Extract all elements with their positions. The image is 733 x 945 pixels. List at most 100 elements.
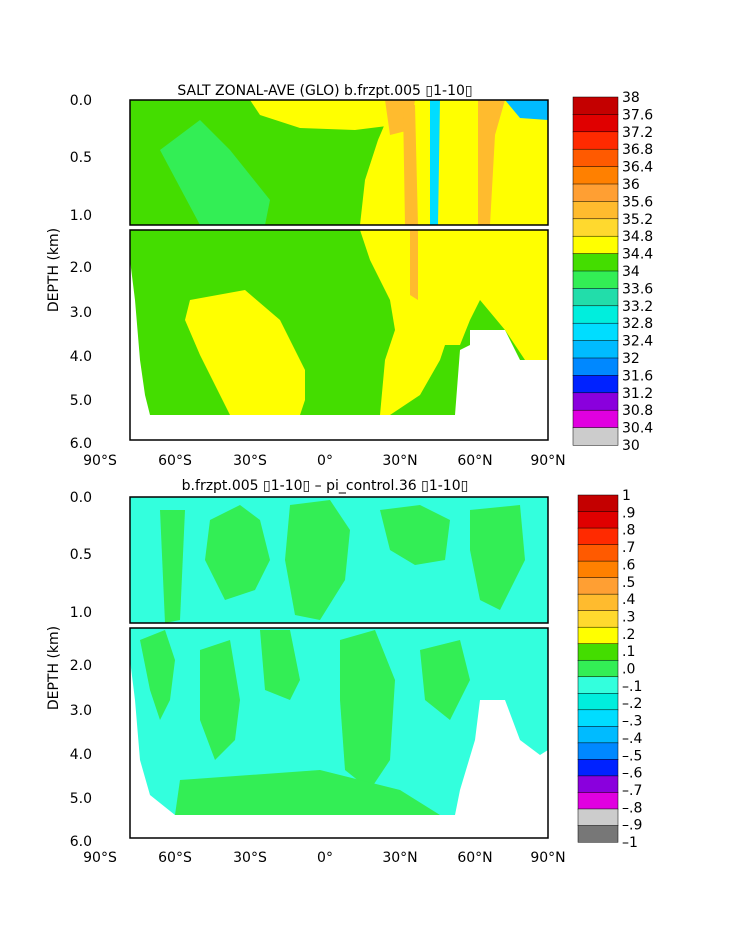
top-colorbar: 3837.637.236.836.43635.635.234.834.43433… [573, 90, 653, 454]
bottom-upper-field [130, 497, 548, 623]
bottom-colorbar: 1.9.8.7.6.5.4.3.2.1.0–.1–.2–.3–.4–.5–.6–… [578, 488, 642, 851]
colorbar-tick-label: .9 [622, 505, 635, 521]
colorbar-swatch [573, 428, 618, 446]
bottom-ylabel: DEPTH (km) [46, 626, 62, 710]
colorbar-tick-label: –.3 [622, 714, 642, 730]
colorbar-swatch [573, 393, 618, 411]
colorbar-tick-label: –.2 [622, 696, 642, 712]
colorbar-tick-label: –.4 [622, 731, 642, 747]
top-y-tick-3: 2.0 [70, 260, 92, 276]
colorbar-tick-label: 32.4 [622, 334, 653, 350]
bottom-x-tick-0: 90°S [83, 850, 117, 866]
colorbar-swatch [578, 809, 618, 826]
top-y-tick-0: 0.0 [70, 93, 92, 109]
colorbar-tick-label: 31.2 [622, 386, 653, 402]
colorbar-swatch [573, 323, 618, 341]
colorbar-tick-label: 31.6 [622, 368, 653, 384]
colorbar-swatch [578, 759, 618, 776]
bottom-x-axis: 90°S 60°S 30°S 0° 30°N 60°N 90°N [83, 850, 566, 866]
top-y-tick-4: 3.0 [70, 305, 92, 321]
top-upper-field [130, 100, 548, 225]
colorbar-tick-label: .7 [622, 540, 635, 556]
colorbar-swatch [573, 97, 618, 115]
colorbar-swatch [573, 306, 618, 324]
colorbar-tick-label: –.7 [622, 783, 642, 799]
colorbar-swatch [573, 375, 618, 393]
bottom-x-tick-3: 0° [317, 850, 333, 866]
colorbar-swatch [578, 594, 618, 611]
colorbar-tick-label: 33.2 [622, 299, 653, 315]
colorbar-tick-label: –1 [622, 835, 638, 851]
bottom-title: b.frzpt.005 ▯1-10▯ – pi_control.36 ▯1-10… [182, 478, 469, 494]
colorbar-swatch [578, 611, 618, 628]
colorbar-tick-label: 34.4 [622, 247, 653, 263]
colorbar-tick-label: .8 [622, 523, 635, 539]
colorbar-tick-label: –.8 [622, 800, 642, 816]
colorbar-tick-label: 36.4 [622, 160, 653, 176]
colorbar-swatch [578, 792, 618, 809]
colorbar-swatch [578, 578, 618, 595]
colorbar-tick-label: 1 [622, 488, 631, 504]
colorbar-swatch [578, 528, 618, 545]
bottom-y-tick-6: 5.0 [70, 791, 92, 807]
colorbar-swatch [578, 512, 618, 529]
colorbar-swatch [578, 743, 618, 760]
colorbar-tick-label: .3 [622, 609, 635, 625]
top-lower-orange-column [410, 230, 418, 300]
bottom-lower-field [130, 628, 548, 838]
bottom-x-tick-6: 90°N [530, 850, 565, 866]
colorbar-tick-label: 35.6 [622, 194, 653, 210]
colorbar-swatch [578, 726, 618, 743]
colorbar-swatch [573, 271, 618, 289]
colorbar-tick-label: 38 [622, 90, 640, 106]
colorbar-tick-label: 36.8 [622, 142, 653, 158]
colorbar-swatch [578, 677, 618, 694]
bottom-x-tick-4: 30°N [382, 850, 417, 866]
colorbar-tick-label: .0 [622, 662, 635, 678]
top-x-axis: 90°S 60°S 30°S 0° 30°N 60°N 90°N [83, 453, 566, 469]
colorbar-tick-label: 36 [622, 177, 640, 193]
bottom-y-tick-4: 3.0 [70, 703, 92, 719]
colorbar-tick-label: 30.4 [622, 421, 653, 437]
colorbar-swatch [573, 184, 618, 202]
colorbar-tick-label: 32 [622, 351, 640, 367]
top-lower-field [130, 230, 548, 440]
colorbar-swatch [578, 545, 618, 562]
colorbar-swatch [573, 341, 618, 359]
bottom-x-tick-5: 60°N [457, 850, 492, 866]
bottom-y-tick-0: 0.0 [70, 490, 92, 506]
colorbar-tick-label: 30 [622, 438, 640, 454]
top-y-axis: 0.0 0.5 1.0 2.0 3.0 4.0 5.0 6.0 DEPTH (k… [46, 93, 92, 452]
colorbar-tick-label: .2 [622, 627, 635, 643]
bottom-y-tick-2: 1.0 [70, 605, 92, 621]
colorbar-swatch [573, 201, 618, 219]
colorbar-tick-label: .6 [622, 557, 635, 573]
top-y-tick-2: 1.0 [70, 208, 92, 224]
colorbar-swatch [578, 710, 618, 727]
colorbar-tick-label: 34 [622, 264, 640, 280]
top-y-tick-5: 4.0 [70, 349, 92, 365]
colorbar-swatch [573, 254, 618, 272]
colorbar-swatch [578, 644, 618, 661]
colorbar-swatch [578, 693, 618, 710]
bottom-x-tick-2: 30°S [233, 850, 267, 866]
top-x-tick-6: 90°N [530, 453, 565, 469]
colorbar-tick-label: 34.8 [622, 229, 653, 245]
colorbar-swatch [573, 132, 618, 150]
top-x-tick-3: 0° [317, 453, 333, 469]
top-y-tick-1: 0.5 [70, 150, 92, 166]
top-x-tick-0: 90°S [83, 453, 117, 469]
colorbar-tick-label: –.5 [622, 748, 642, 764]
top-x-tick-1: 60°S [158, 453, 192, 469]
colorbar-tick-label: –.1 [622, 679, 642, 695]
bottom-x-tick-1: 60°S [158, 850, 192, 866]
colorbar-swatch [573, 358, 618, 376]
top-title: SALT ZONAL-AVE (GLO) b.frzpt.005 ▯1-10▯ [177, 83, 472, 99]
colorbar-swatch [578, 660, 618, 677]
colorbar-swatch [573, 167, 618, 185]
bottom-y-tick-1: 0.5 [70, 547, 92, 563]
colorbar-swatch [573, 149, 618, 167]
colorbar-swatch [573, 288, 618, 306]
top-x-tick-2: 30°S [233, 453, 267, 469]
